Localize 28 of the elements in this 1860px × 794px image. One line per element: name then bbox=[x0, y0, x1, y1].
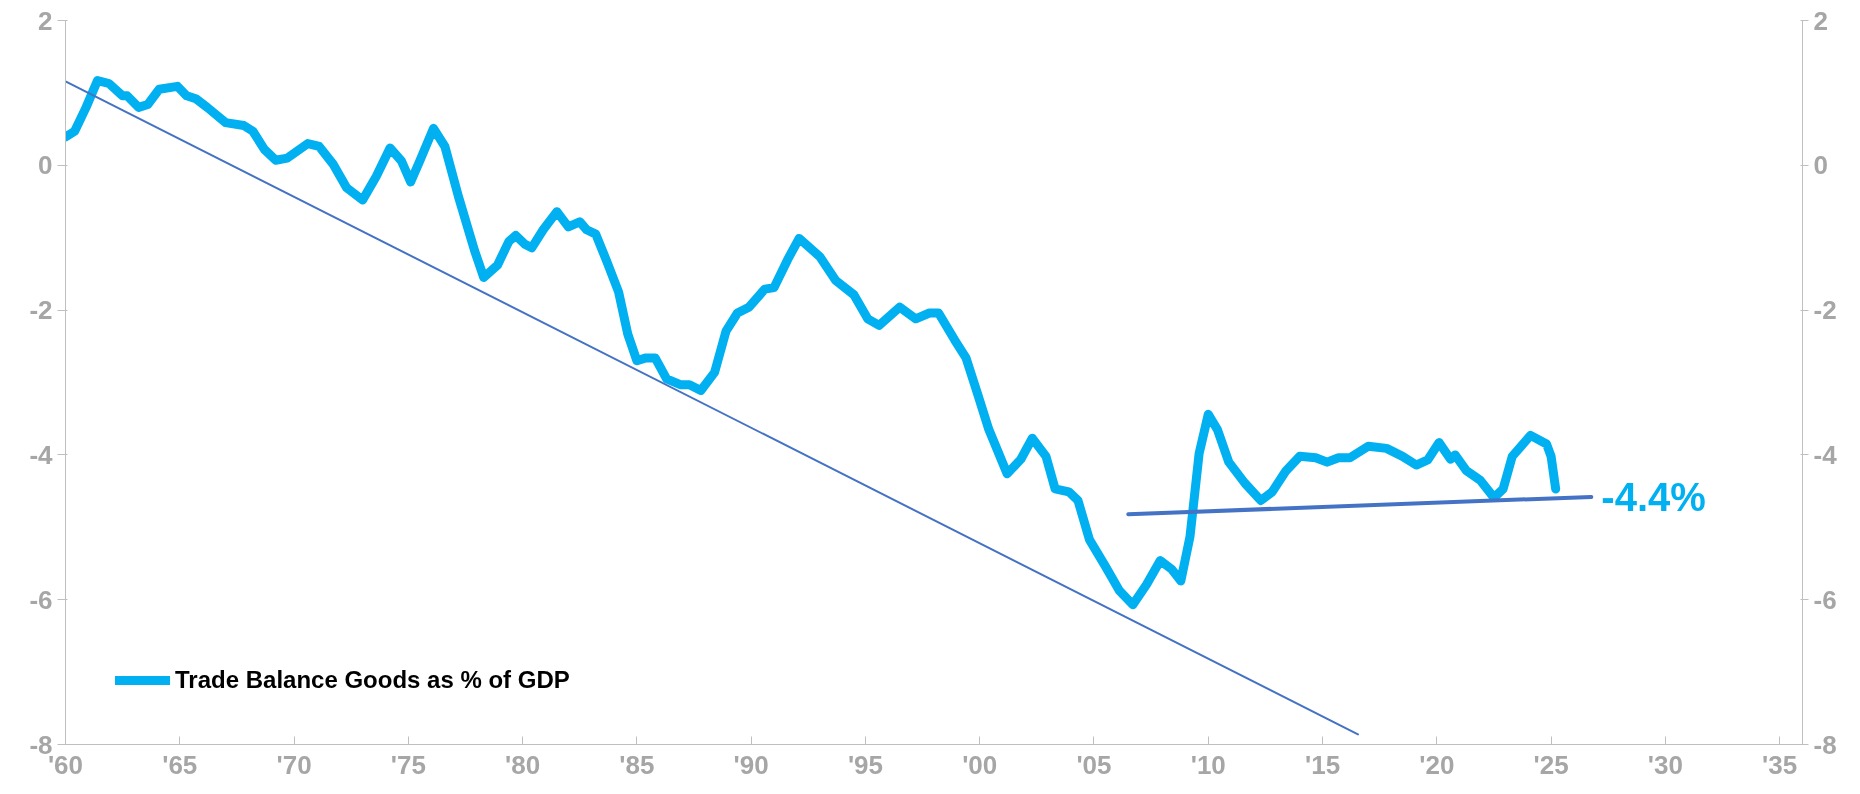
y-tick-label: -6 bbox=[29, 584, 53, 615]
legend-label: Trade Balance Goods as % of GDP bbox=[175, 666, 570, 694]
y2-tick-label: 2 bbox=[1813, 5, 1828, 36]
x-tick-label: '05 bbox=[1076, 749, 1112, 780]
x-tick-label: '30 bbox=[1647, 749, 1683, 780]
y2-tick-label: -8 bbox=[1813, 729, 1837, 760]
y2-tick-label: -6 bbox=[1813, 584, 1837, 615]
y2-tick-label: 0 bbox=[1813, 150, 1828, 181]
x-tick-label: '95 bbox=[847, 749, 883, 780]
y-tick-label: 2 bbox=[38, 5, 53, 36]
x-tick-label: '35 bbox=[1762, 749, 1798, 780]
x-tick-label: '10 bbox=[1190, 749, 1226, 780]
x-tick-label: '15 bbox=[1304, 749, 1341, 780]
x-tick-label: '20 bbox=[1419, 749, 1455, 780]
y2-tick-label: -4 bbox=[1813, 439, 1838, 470]
x-tick-label: '80 bbox=[505, 749, 541, 780]
y-tick-label: 0 bbox=[38, 150, 53, 181]
x-tick-label: '75 bbox=[390, 749, 426, 780]
x-tick-label: '25 bbox=[1533, 749, 1569, 780]
x-tick-label: '90 bbox=[733, 749, 769, 780]
x-tick-label: '85 bbox=[619, 749, 655, 780]
x-tick-label: '00 bbox=[962, 749, 998, 780]
y2-tick-label: -2 bbox=[1813, 295, 1837, 326]
y-tick-label: -4 bbox=[29, 439, 54, 470]
x-tick-label: '70 bbox=[276, 749, 312, 780]
y-tick-label: -2 bbox=[29, 295, 53, 326]
x-tick-label: '65 bbox=[162, 749, 198, 780]
annotation: -4.4% bbox=[1601, 474, 1706, 519]
